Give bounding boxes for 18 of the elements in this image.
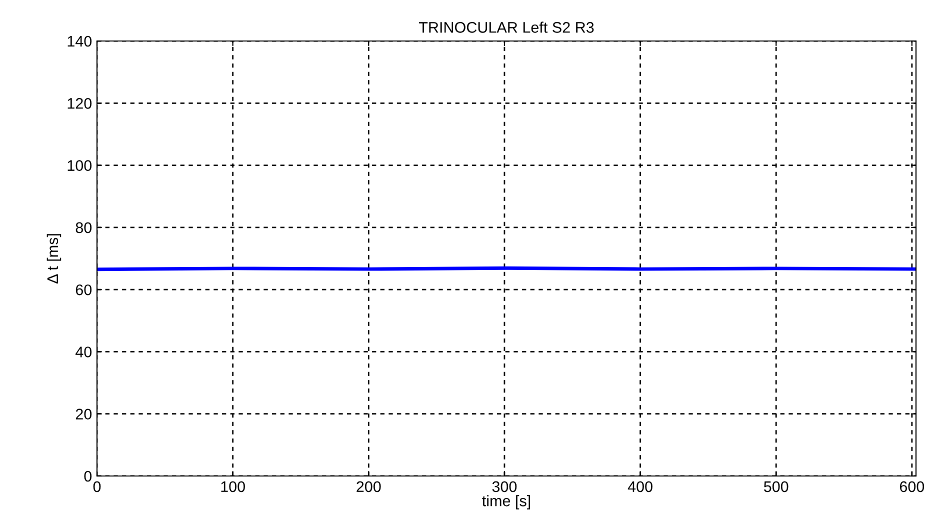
y-tick-label: 100	[68, 160, 92, 171]
x-tick-label: 200	[356, 481, 381, 492]
y-tick-label: 20	[76, 408, 92, 420]
x-tick-label: 300	[492, 481, 517, 492]
chart-title: TRINOCULAR Left S2 R3	[418, 22, 594, 33]
y-tick-label: 140	[68, 36, 92, 47]
y-tick-label: 80	[76, 222, 92, 234]
x-tick-label: 500	[764, 481, 788, 492]
x-tick-label: 400	[628, 481, 652, 492]
x-axis-title: time [s]	[482, 495, 530, 510]
y-axis-title: Δ t [ms]	[46, 234, 62, 284]
y-tick-label: 120	[68, 98, 92, 109]
y-tick-label: 40	[76, 346, 92, 358]
y-tick-label: 60	[76, 284, 92, 296]
x-tick-label: 0	[93, 481, 101, 492]
x-tick-label: 600	[900, 481, 924, 492]
y-tick-label: 0	[84, 470, 92, 482]
x-tick-label: 100	[221, 481, 245, 492]
